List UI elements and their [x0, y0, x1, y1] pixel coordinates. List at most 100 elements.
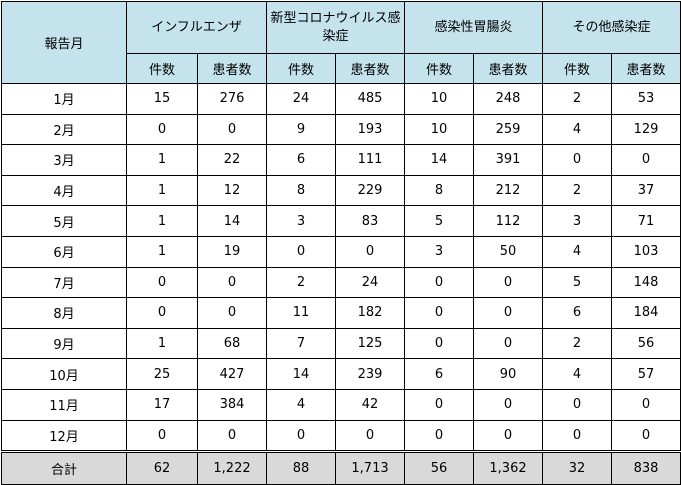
value-cell: 0 [126, 297, 198, 329]
total-row: 合計 62 1,222 88 1,713 56 1,362 32 838 [1, 450, 681, 485]
value-cell: 3 [404, 235, 475, 268]
value-cell: 0 [542, 144, 613, 176]
value-cell: 0 [404, 388, 475, 421]
table-row: 11月 17 384 4 42 0 0 0 0 [1, 388, 681, 421]
value-cell: 3 [542, 205, 613, 237]
value-cell: 0 [126, 113, 198, 146]
value-cell: 2 [542, 83, 613, 115]
value-cell: 427 [197, 358, 267, 390]
value-cell: 212 [473, 174, 544, 207]
table-row: 4月 1 12 8 229 8 212 2 37 [1, 174, 681, 207]
value-cell: 2 [542, 174, 613, 207]
total-cell: 1,713 [334, 450, 406, 485]
subheader-patients: 患者数 [334, 53, 406, 84]
group-header-covid: 新型コロナウイルス感染症 [265, 1, 406, 54]
value-cell: 129 [611, 113, 681, 146]
value-cell: 56 [611, 327, 681, 360]
total-cell: 56 [404, 450, 475, 485]
group-header-other: その他感染症 [542, 1, 681, 54]
value-cell: 22 [197, 144, 267, 176]
value-cell: 3 [266, 205, 336, 237]
value-cell: 8 [404, 174, 475, 207]
table-row: 10月 25 427 14 239 6 90 4 57 [1, 358, 681, 390]
value-cell: 37 [611, 174, 681, 207]
month-cell: 1月 [1, 83, 127, 115]
table-body: 1月 15 276 24 485 10 248 2 53 2月 0 0 9 193 10 259 4 129 3月 1… [1, 83, 681, 453]
value-cell: 0 [473, 297, 544, 329]
value-cell: 0 [334, 235, 406, 268]
value-cell: 0 [197, 419, 267, 453]
value-cell: 10 [404, 113, 475, 146]
value-cell: 9 [266, 113, 336, 146]
value-cell: 4 [266, 388, 336, 421]
value-cell: 0 [542, 388, 613, 421]
value-cell: 259 [473, 113, 544, 146]
value-cell: 2 [542, 327, 613, 360]
value-cell: 17 [126, 388, 198, 421]
value-cell: 239 [334, 358, 406, 390]
month-cell: 9月 [1, 327, 127, 360]
subheader-cases: 件数 [266, 53, 336, 84]
month-cell: 12月 [1, 419, 127, 453]
value-cell: 0 [197, 266, 267, 299]
total-cell: 838 [611, 450, 681, 485]
table-row: 12月 0 0 0 0 0 0 0 0 [1, 419, 681, 453]
value-cell: 0 [473, 419, 544, 453]
value-cell: 248 [473, 83, 544, 115]
value-cell: 125 [334, 327, 406, 360]
value-cell: 2 [266, 266, 336, 299]
value-cell: 0 [126, 419, 198, 453]
value-cell: 0 [266, 419, 336, 453]
value-cell: 0 [266, 235, 336, 268]
value-cell: 0 [611, 144, 681, 176]
table-row: 5月 1 14 3 83 5 112 3 71 [1, 205, 681, 237]
value-cell: 7 [266, 327, 336, 360]
total-cell: 32 [542, 450, 613, 485]
total-cell: 1,362 [473, 450, 544, 485]
value-cell: 0 [404, 327, 475, 360]
value-cell: 0 [404, 297, 475, 329]
value-cell: 0 [611, 419, 681, 453]
month-cell: 6月 [1, 235, 127, 268]
table-row: 8月 0 0 11 182 0 0 6 184 [1, 297, 681, 329]
value-cell: 193 [334, 113, 406, 146]
value-cell: 24 [334, 266, 406, 299]
value-cell: 10 [404, 83, 475, 115]
group-header-gastroenteritis: 感染性胃腸炎 [404, 1, 544, 54]
value-cell: 229 [334, 174, 406, 207]
month-cell: 10月 [1, 358, 127, 390]
value-cell: 68 [197, 327, 267, 360]
value-cell: 6 [404, 358, 475, 390]
value-cell: 0 [126, 266, 198, 299]
table-row: 3月 1 22 6 111 14 391 0 0 [1, 144, 681, 176]
value-cell: 0 [611, 388, 681, 421]
value-cell: 14 [197, 205, 267, 237]
table-row: 6月 1 19 0 0 3 50 4 103 [1, 235, 681, 268]
subheader-patients: 患者数 [611, 53, 681, 84]
table-row: 9月 1 68 7 125 0 0 2 56 [1, 327, 681, 360]
subheader-cases: 件数 [126, 53, 198, 84]
value-cell: 4 [542, 235, 613, 268]
value-cell: 53 [611, 83, 681, 115]
value-cell: 0 [542, 419, 613, 453]
month-cell: 11月 [1, 388, 127, 421]
value-cell: 1 [126, 327, 198, 360]
value-cell: 0 [197, 113, 267, 146]
value-cell: 71 [611, 205, 681, 237]
table-row: 2月 0 0 9 193 10 259 4 129 [1, 113, 681, 146]
month-cell: 4月 [1, 174, 127, 207]
group-header-influenza: インフルエンザ [126, 1, 267, 54]
value-cell: 5 [404, 205, 475, 237]
value-cell: 184 [611, 297, 681, 329]
table-row: 7月 0 0 2 24 0 0 5 148 [1, 266, 681, 299]
value-cell: 14 [266, 358, 336, 390]
value-cell: 1 [126, 174, 198, 207]
value-cell: 42 [334, 388, 406, 421]
value-cell: 1 [126, 235, 198, 268]
value-cell: 90 [473, 358, 544, 390]
value-cell: 12 [197, 174, 267, 207]
value-cell: 485 [334, 83, 406, 115]
month-cell: 5月 [1, 205, 127, 237]
month-cell: 2月 [1, 113, 127, 146]
